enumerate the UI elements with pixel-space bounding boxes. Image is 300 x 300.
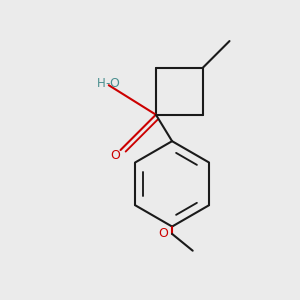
Text: -: - — [105, 77, 110, 90]
Text: H: H — [97, 77, 106, 90]
Text: O: O — [109, 77, 119, 90]
Text: O: O — [110, 149, 120, 162]
Text: O: O — [159, 227, 169, 240]
